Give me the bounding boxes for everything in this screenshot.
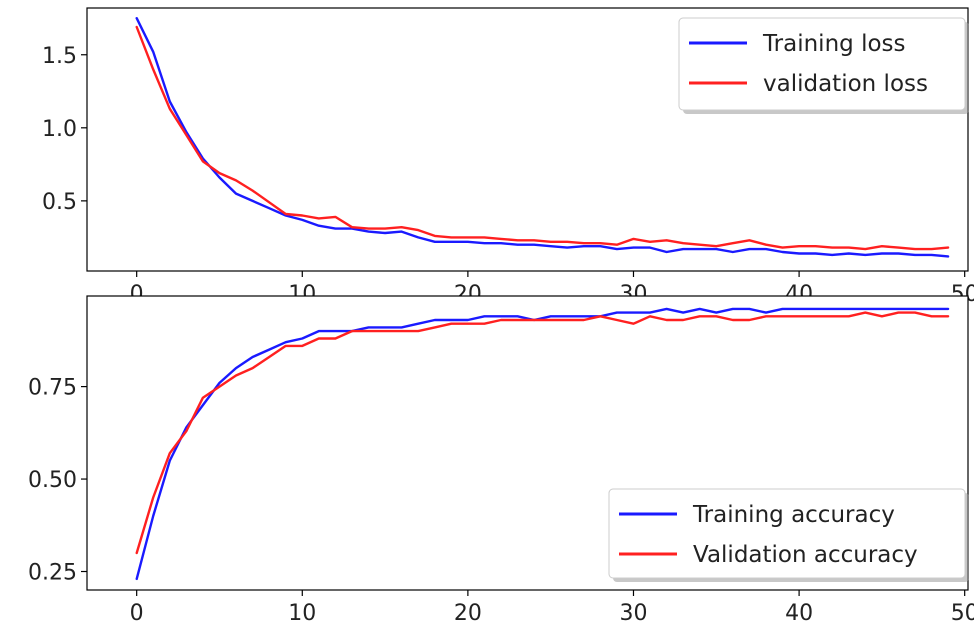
y-tick-label: 0.25 xyxy=(28,561,77,586)
legend-label-1: Training accuracy xyxy=(692,502,895,528)
x-tick-label: 0 xyxy=(130,601,144,626)
series-line-2 xyxy=(135,25,950,251)
series-line-2 xyxy=(135,311,950,555)
legend-box xyxy=(608,488,966,579)
legend-box xyxy=(678,17,966,111)
legend-label-2: validation loss xyxy=(763,71,928,97)
x-tick-label: 50 xyxy=(951,601,974,626)
x-tick-label: 40 xyxy=(785,601,813,626)
chart-panel-2: 0 10 20 30 40 50 0.25 0.50 0.75 Training accuracy… xyxy=(28,295,974,626)
legend: Training accuracy Validation accuracy xyxy=(608,488,969,582)
series-line-1 xyxy=(135,17,950,258)
x-tick-label: 20 xyxy=(454,601,482,626)
series-line-1 xyxy=(135,307,950,581)
y-tick-label: 0.5 xyxy=(42,190,77,215)
legend: Training loss validation loss xyxy=(678,17,969,114)
legend-label-1: Training loss xyxy=(762,31,906,57)
y-tick-label: 0.50 xyxy=(28,468,77,493)
y-tick-label: 1.5 xyxy=(42,44,77,69)
chart-panel-1: 0 10 20 30 40 500.51.01.5 Training lossvalidat… xyxy=(42,7,974,307)
x-tick-label: 30 xyxy=(619,601,647,626)
x-tick-label: 10 xyxy=(288,601,316,626)
y-tick-label: 1.0 xyxy=(42,117,77,142)
y-tick-label: 0.75 xyxy=(28,376,77,401)
legend-label-2: Validation accuracy xyxy=(693,542,918,568)
